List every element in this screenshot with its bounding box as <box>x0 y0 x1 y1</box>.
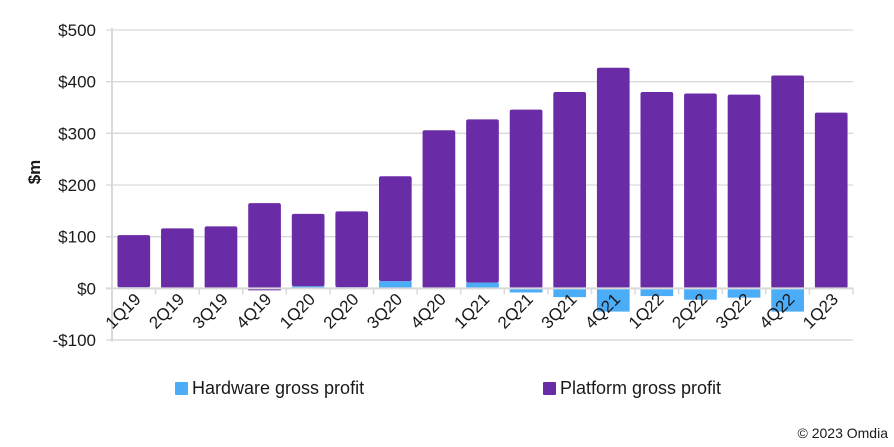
x-tick-label: 3Q19 <box>189 290 232 333</box>
bar-platform-4Q19 <box>248 203 281 289</box>
x-tick-label: 3Q20 <box>363 290 406 333</box>
x-tick-label: 1Q19 <box>102 290 145 333</box>
y-tick-label: $500 <box>58 21 96 40</box>
bar-platform-3Q21 <box>553 92 587 289</box>
legend-item-hardware: Hardware gross profit <box>175 378 364 399</box>
bar-hardware-3Q20 <box>378 281 412 289</box>
bar-hardware-4Q22 <box>771 288 804 312</box>
x-tick-label: 1Q23 <box>799 290 842 333</box>
bar-hardware-2Q22 <box>684 288 717 300</box>
bar-platform-3Q20 <box>378 176 412 282</box>
x-tick-label: 2Q19 <box>145 290 188 333</box>
y-tick-labels: -$100 $0 $100 $200 $300 $400 $500 <box>53 21 96 350</box>
bars <box>117 67 848 312</box>
y-tick-label: $200 <box>58 176 96 195</box>
bar-platform-4Q22 <box>771 75 804 289</box>
x-tick-label: 1Q21 <box>450 290 493 333</box>
legend-label-platform: Platform gross profit <box>560 378 722 398</box>
bar-platform-1Q21 <box>466 119 499 283</box>
legend-item-platform: Platform gross profit <box>543 378 721 399</box>
bar-platform-1Q22 <box>640 92 674 289</box>
legend-swatch-platform <box>543 382 556 395</box>
y-tick-label: -$100 <box>53 331 96 350</box>
bar-platform-2Q22 <box>684 93 717 289</box>
x-tick-label: 1Q20 <box>276 290 319 333</box>
bar-platform-1Q20 <box>291 213 325 287</box>
legend-label-hardware: Hardware gross profit <box>192 378 365 398</box>
bar-hardware-1Q22 <box>640 288 674 297</box>
bar-platform-2Q21 <box>509 109 543 289</box>
bar-platform-4Q20 <box>422 130 456 289</box>
bar-hardware-2Q21 <box>509 288 543 293</box>
bar-hardware-3Q21 <box>553 288 587 298</box>
bar-platform-4Q21 <box>596 67 630 289</box>
bar-hardware-4Q21 <box>596 288 630 312</box>
y-tick-label: $100 <box>58 228 96 247</box>
bar-platform-3Q19 <box>204 226 238 289</box>
bar-platform-3Q22 <box>727 94 761 289</box>
x-tick-label: 1Q22 <box>625 290 668 333</box>
bar-platform-2Q20 <box>335 211 369 288</box>
bar-platform-1Q19 <box>117 235 151 288</box>
bar-hardware-3Q22 <box>727 288 761 298</box>
copyright-credit: © 2023 Omdia <box>797 425 888 441</box>
bar-platform-1Q23 <box>814 112 848 289</box>
y-axis-title: $m <box>25 160 44 185</box>
x-tick-label: 4Q19 <box>233 290 276 333</box>
y-tick-label: $400 <box>58 73 96 92</box>
bar-hardware-1Q21 <box>466 282 499 289</box>
legend-swatch-hardware <box>175 382 188 395</box>
bar-hardware-1Q20 <box>291 286 325 289</box>
axes <box>106 28 854 342</box>
y-tick-label: $0 <box>77 279 96 298</box>
x-tick-label: 4Q20 <box>407 290 450 333</box>
y-tick-label: $300 <box>58 124 96 143</box>
x-tick-label: 2Q20 <box>320 290 363 333</box>
x-tick-label: 2Q21 <box>494 290 537 333</box>
bar-platform-2Q19 <box>161 228 194 289</box>
